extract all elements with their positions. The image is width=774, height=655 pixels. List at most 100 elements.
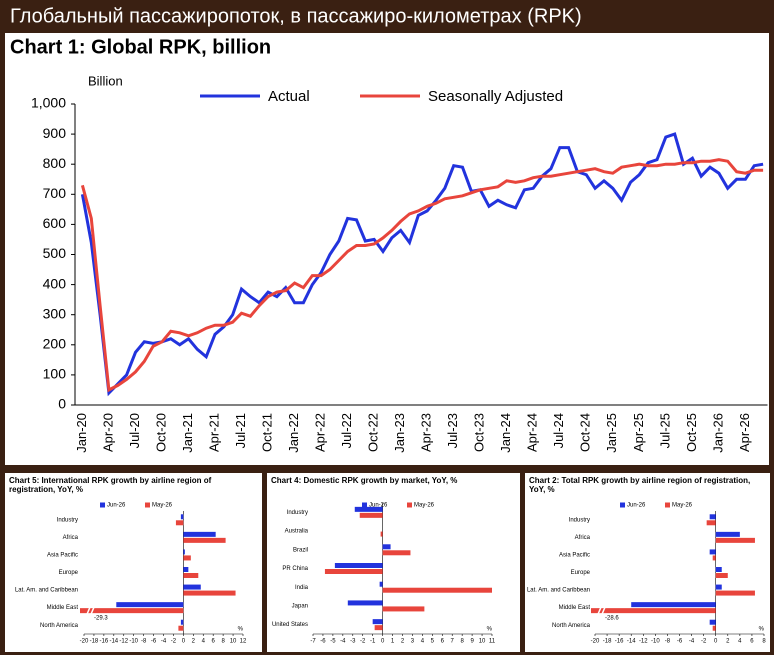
category-label: Industry bbox=[569, 517, 590, 523]
x-tick-label: 4 bbox=[738, 639, 742, 645]
bar bbox=[183, 531, 216, 537]
legend-swatch bbox=[100, 502, 105, 508]
series-line bbox=[80, 132, 764, 397]
category-label: Middle East bbox=[559, 605, 591, 611]
x-tick-label: Oct-20 bbox=[153, 413, 168, 452]
x-tick-label: -4 bbox=[340, 639, 346, 645]
bar bbox=[382, 550, 411, 556]
bar bbox=[715, 584, 722, 590]
bar bbox=[382, 606, 425, 612]
x-tick-label: -1 bbox=[370, 639, 376, 645]
x-tick-label: Jan-20 bbox=[74, 413, 89, 453]
x-tick-label: 8 bbox=[460, 639, 464, 645]
x-tick-label: 5 bbox=[431, 639, 435, 645]
x-tick-label: 7 bbox=[451, 639, 455, 645]
x-tick-label: Jul-21 bbox=[233, 413, 248, 448]
category-label: Lat. Am. and Caribbean bbox=[527, 588, 590, 594]
y-tick-label: 300 bbox=[43, 305, 67, 321]
bar bbox=[183, 573, 199, 578]
bar bbox=[379, 581, 383, 587]
value-label: -29.3 bbox=[94, 616, 108, 622]
x-tick-label: Jan-21 bbox=[180, 413, 195, 453]
x-tick-label: -4 bbox=[161, 639, 167, 645]
bar bbox=[372, 619, 383, 625]
x-tick-label: Apr-23 bbox=[419, 413, 434, 452]
x-tick-label: Apr-22 bbox=[313, 413, 328, 452]
axis-break bbox=[86, 606, 95, 615]
legend-label: May-26 bbox=[152, 503, 173, 509]
panel bbox=[5, 473, 262, 652]
category-label: Asia Pacific bbox=[559, 553, 590, 559]
category-label: India bbox=[295, 585, 309, 591]
y-tick-label: 200 bbox=[43, 336, 67, 352]
panel bbox=[5, 33, 769, 465]
y-tick-label: 700 bbox=[43, 185, 67, 201]
x-tick-label: 1 bbox=[391, 639, 395, 645]
x-tick-label: 4 bbox=[421, 639, 425, 645]
category-label: PR China bbox=[282, 566, 308, 572]
x-tick-label: 2 bbox=[192, 639, 196, 645]
bar bbox=[706, 520, 716, 526]
bar bbox=[183, 590, 236, 596]
y-tick-label: 400 bbox=[43, 275, 67, 291]
bar bbox=[715, 590, 755, 596]
page-title: Глобальный пассажиропоток, в пассажиро-к… bbox=[10, 5, 582, 27]
x-tick-label: Jul-24 bbox=[551, 413, 566, 448]
bar bbox=[354, 506, 383, 512]
x-tick-label: Jan-26 bbox=[710, 413, 725, 453]
y-tick-label: 900 bbox=[43, 125, 67, 141]
bar bbox=[180, 514, 184, 520]
x-tick-label: -6 bbox=[151, 639, 157, 645]
x-tick-label: -18 bbox=[603, 639, 612, 645]
value-label: -28.6 bbox=[605, 616, 619, 622]
bar bbox=[347, 600, 383, 606]
x-tick-label: 0 bbox=[381, 639, 385, 645]
panel bbox=[525, 473, 770, 652]
bar bbox=[715, 573, 728, 578]
bar bbox=[712, 625, 716, 631]
x-tick-label: 3 bbox=[411, 639, 415, 645]
x-axis-label: % bbox=[238, 627, 244, 633]
bar bbox=[712, 555, 716, 561]
bar bbox=[715, 531, 740, 537]
category-label: North America bbox=[552, 623, 591, 629]
y-tick-label: 100 bbox=[43, 366, 67, 382]
x-tick-label: -16 bbox=[100, 639, 109, 645]
x-tick-label: Jan-22 bbox=[286, 413, 301, 453]
legend-swatch bbox=[362, 502, 367, 508]
x-tick-label: -4 bbox=[689, 639, 695, 645]
legend-label: Jun-26 bbox=[627, 503, 646, 509]
bar bbox=[382, 544, 391, 550]
x-tick-label: Apr-20 bbox=[100, 413, 115, 452]
bar bbox=[183, 567, 189, 572]
bar bbox=[80, 608, 184, 614]
category-label: Europe bbox=[571, 570, 591, 576]
category-label: Brazil bbox=[293, 547, 308, 553]
x-tick-label: 6 bbox=[441, 639, 445, 645]
x-tick-label: 12 bbox=[240, 639, 247, 645]
legend-swatch bbox=[407, 502, 412, 508]
legend-swatch bbox=[145, 502, 150, 508]
bar bbox=[715, 567, 722, 572]
x-tick-label: Jan-23 bbox=[392, 413, 407, 453]
x-tick-label: Oct-25 bbox=[684, 413, 699, 452]
x-tick-label: Jul-23 bbox=[445, 413, 460, 448]
x-tick-label: -8 bbox=[665, 639, 671, 645]
bar bbox=[180, 619, 184, 625]
y-tick-label: 800 bbox=[43, 155, 67, 171]
x-tick-label: -14 bbox=[109, 639, 118, 645]
category-label: Australia bbox=[285, 529, 309, 535]
bar bbox=[175, 520, 184, 526]
panel bbox=[267, 473, 520, 652]
category-label: Europe bbox=[59, 570, 79, 576]
x-tick-label: Jan-25 bbox=[604, 413, 619, 453]
x-tick-label: Jan-24 bbox=[498, 413, 513, 453]
category-label: North America bbox=[40, 623, 79, 629]
axis-break bbox=[597, 606, 606, 615]
x-tick-label: -2 bbox=[701, 639, 707, 645]
x-tick-label: Oct-22 bbox=[366, 413, 381, 452]
category-label: Japan bbox=[292, 604, 308, 610]
x-tick-label: Jul-22 bbox=[339, 413, 354, 448]
x-tick-label: -5 bbox=[330, 639, 336, 645]
